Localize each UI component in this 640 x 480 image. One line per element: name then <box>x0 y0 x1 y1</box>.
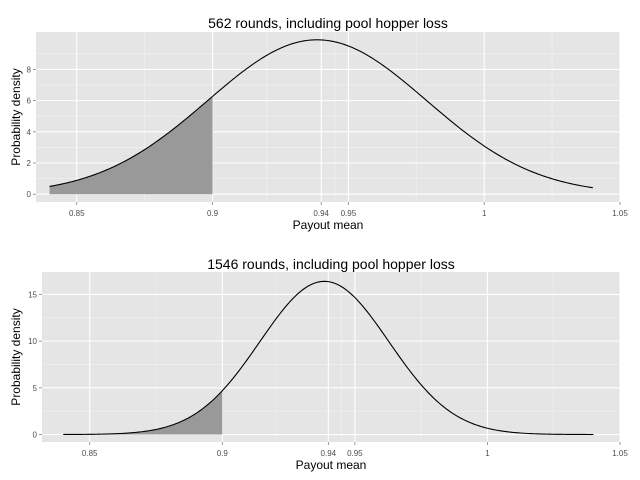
shaded-tail-area <box>63 390 223 435</box>
density-curve <box>49 39 593 189</box>
density-curve <box>63 280 594 436</box>
x-tick-label: 0.94 <box>313 209 329 218</box>
y-tick-label: 6 <box>27 97 32 106</box>
y-tick-label: 0 <box>27 190 32 199</box>
y-tick-label: 15 <box>28 290 37 299</box>
chart-title: 1546 rounds, including pool hopper loss <box>207 256 455 272</box>
y-tick-label: 2 <box>27 159 32 168</box>
x-tick-label: 0.95 <box>341 209 357 218</box>
chart-title: 562 rounds, including pool hopper loss <box>208 15 448 31</box>
y-tick-label: 0 <box>33 431 38 440</box>
y-tick-label: 8 <box>27 65 32 74</box>
x-tick-label: 1.05 <box>612 449 628 458</box>
x-tick-label: 0.85 <box>82 449 98 458</box>
x-tick-label: 0.9 <box>217 449 229 458</box>
x-tick-label: 1 <box>485 449 490 458</box>
x-tick-label: 1.05 <box>612 209 628 218</box>
shaded-tail-area <box>49 96 213 195</box>
chart-panel-562-rounds: 562 rounds, including pool hopper loss P… <box>9 15 628 232</box>
y-tick-label: 5 <box>33 384 38 393</box>
y-tick-label: 10 <box>28 337 37 346</box>
chart-panel-1546-rounds: 1546 rounds, including pool hopper loss … <box>9 256 628 472</box>
plot-background <box>42 272 620 442</box>
y-axis-title: Probability density <box>9 308 23 405</box>
x-tick-label: 1 <box>482 209 487 218</box>
x-tick-label: 0.9 <box>207 209 219 218</box>
x-axis-title: Payout mean <box>293 218 364 232</box>
x-tick-label: 0.85 <box>69 209 85 218</box>
x-axis-title: Payout mean <box>296 458 367 472</box>
x-tick-label: 0.94 <box>321 449 337 458</box>
y-axis-title: Probability density <box>9 68 23 165</box>
y-tick-label: 4 <box>27 128 32 137</box>
x-tick-label: 0.95 <box>347 449 363 458</box>
